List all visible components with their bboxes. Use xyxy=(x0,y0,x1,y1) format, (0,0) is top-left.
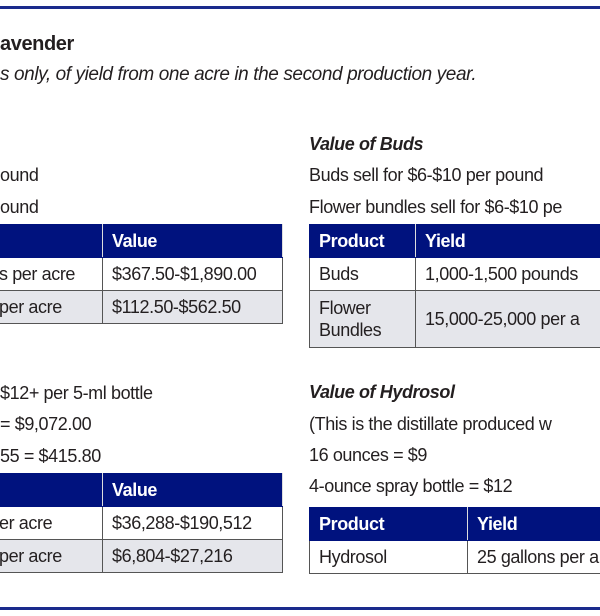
text-line: ound xyxy=(0,165,39,185)
table-row: Flower Bundles 15,000-25,000 per a xyxy=(309,290,600,348)
subtitle: s only, of yield from one acre in the se… xyxy=(0,64,477,85)
table-row: Buds 1,000-1,500 pounds xyxy=(309,257,600,291)
table-row: per acre $6,804-$27,216 xyxy=(0,539,283,573)
hydrosol-yield-table: Product Yield Hydrosol 25 gallons per a xyxy=(309,507,600,574)
text-line: $12+ per 5-ml bottle xyxy=(0,383,153,403)
text-line: ound xyxy=(0,197,39,217)
flower-value-table: Value s per acre $367.50-$1,890.00 per ac… xyxy=(0,224,283,324)
text-line: 55 = $415.80 xyxy=(0,446,101,466)
text-line: Buds sell for $6-$10 per pound xyxy=(309,165,544,185)
table-header: Yield xyxy=(467,507,600,541)
table-header xyxy=(0,224,103,258)
top-rule xyxy=(0,6,600,9)
table-row: Hydrosol 25 gallons per a xyxy=(309,540,600,574)
table-row: s per acre $367.50-$1,890.00 xyxy=(0,257,283,291)
text-line: = $9,072.00 xyxy=(0,414,92,434)
page-title: avender xyxy=(0,33,74,55)
oil-value-table: Value er acre $36,288-$190,512 per acre $6… xyxy=(0,473,283,573)
table-row: er acre $36,288-$190,512 xyxy=(0,506,283,540)
text-line: Flower bundles sell for $6-$10 pe xyxy=(309,197,562,217)
section-heading-buds: Value of Buds xyxy=(309,134,424,154)
table-header: Product xyxy=(309,224,416,258)
bottom-rule xyxy=(0,607,600,610)
table-header: Yield xyxy=(415,224,600,258)
buds-yield-table: Product Yield Buds 1,000-1,500 pounds Flow… xyxy=(309,224,600,348)
table-row: per acre $112.50-$562.50 xyxy=(0,290,283,324)
text-line: 4-ounce spray bottle = $12 xyxy=(309,476,513,496)
text-line: 16 ounces = $9 xyxy=(309,445,428,465)
text-line: (This is the distillate produced w xyxy=(309,414,552,434)
table-header xyxy=(0,473,103,507)
section-heading-hydrosol: Value of Hydrosol xyxy=(309,382,455,402)
table-header: Value xyxy=(102,473,283,507)
table-header: Value xyxy=(102,224,283,258)
table-header: Product xyxy=(309,507,468,541)
